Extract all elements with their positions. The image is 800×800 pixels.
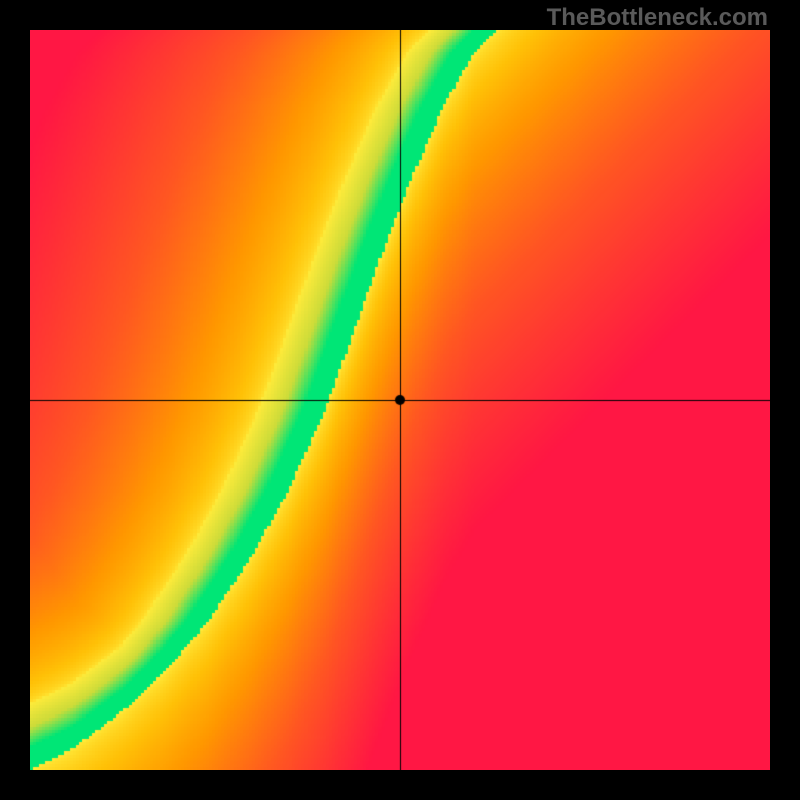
bottleneck-heatmap bbox=[30, 30, 770, 770]
source-watermark: TheBottleneck.com bbox=[547, 4, 768, 32]
chart-container: TheBottleneck.com bbox=[0, 0, 800, 800]
